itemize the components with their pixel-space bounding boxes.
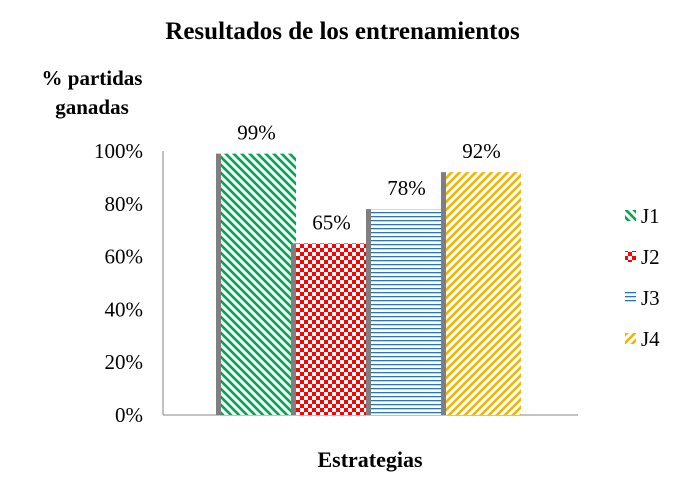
bar-side-J1: [216, 153, 221, 415]
y-tick-label: 40%: [105, 297, 144, 321]
legend-key-J1: [625, 210, 636, 221]
y-tick-label: 100%: [94, 139, 143, 163]
data-label-J1: 99%: [237, 121, 276, 145]
y-tick-label: 20%: [105, 350, 144, 374]
data-label-J4: 92%: [462, 139, 501, 163]
legend-label-J4: J4: [641, 327, 660, 351]
legend-key-J3: [625, 292, 636, 303]
data-label-J2: 65%: [312, 210, 351, 234]
y-axis-label: % partidas ganadas: [41, 66, 143, 119]
y-tick-label: 0%: [115, 403, 143, 427]
bar-side-J2: [291, 243, 296, 415]
legend-label-J3: J3: [641, 286, 660, 310]
bar-side-J3: [366, 209, 371, 415]
y-tick-label: 60%: [105, 245, 144, 269]
legend-key-J2: [625, 251, 636, 262]
x-axis-label: Estrategias: [317, 447, 423, 472]
legend: J1 J2 J3 J4: [625, 204, 660, 351]
chart-title: Resultados de los entrenamientos: [165, 18, 520, 45]
y-tick-label: 80%: [105, 192, 144, 216]
bar-J2: [296, 243, 371, 415]
legend-key-J4: [625, 333, 636, 344]
bar-J4: [446, 172, 521, 415]
bar-J1: [221, 153, 296, 415]
data-label-J3: 78%: [387, 176, 426, 200]
bar-J3: [371, 209, 446, 415]
legend-label-J1: J1: [641, 204, 660, 228]
bar-side-J4: [441, 172, 446, 415]
legend-label-J2: J2: [641, 245, 660, 269]
